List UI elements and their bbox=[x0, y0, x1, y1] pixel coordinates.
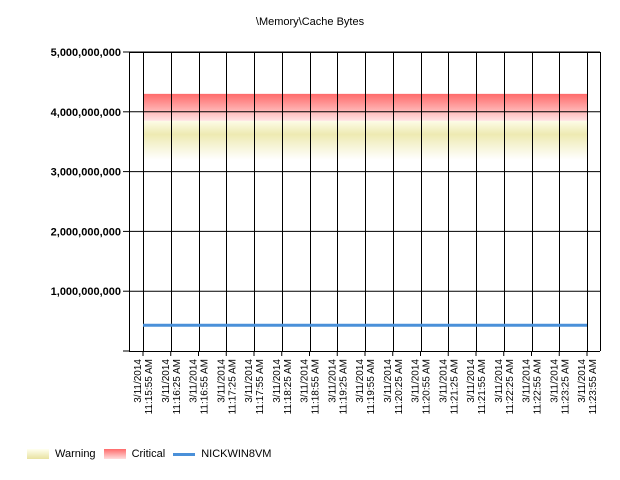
x-tick-label: 3/11/2014 11:23:55 AM bbox=[577, 359, 599, 415]
x-tick-label: 3/11/2014 11:15:55 AM bbox=[133, 359, 155, 415]
x-tick-label: 3/11/2014 11:17:55 AM bbox=[244, 359, 266, 415]
x-tick-label-time: 11:21:25 AM bbox=[449, 359, 460, 414]
x-tick-label-date: 3/11/2014 bbox=[161, 359, 172, 403]
y-tick-label: 4,000,000,000 bbox=[51, 107, 121, 119]
x-tick-label-date: 3/11/2014 bbox=[355, 359, 366, 403]
x-tick-label: 3/11/2014 11:16:25 AM bbox=[161, 359, 183, 415]
y-tick-label: 5,000,000,000 bbox=[51, 47, 121, 59]
x-tick-label-date: 3/11/2014 bbox=[272, 359, 283, 403]
legend-label: NICKWIN8VM bbox=[201, 448, 272, 460]
grid-lines bbox=[129, 51, 601, 351]
x-tick-label-time: 11:16:55 AM bbox=[200, 359, 211, 414]
x-tick-label-time: 11:20:25 AM bbox=[394, 359, 405, 414]
x-tick-label-date: 3/11/2014 bbox=[494, 359, 505, 403]
legend-item-critical: Critical bbox=[103, 448, 166, 460]
x-axis: 3/11/2014 11:15:55 AM 3/11/2014 11:16:25 AM… bbox=[129, 351, 600, 414]
x-tick-label-time: 11:22:55 AM bbox=[533, 359, 544, 414]
x-tick-label-time: 11:17:55 AM bbox=[255, 359, 266, 414]
x-tick-label: 3/11/2014 11:19:25 AM bbox=[327, 359, 349, 415]
x-tick-label-date: 3/11/2014 bbox=[466, 359, 477, 403]
x-tick-label-date: 3/11/2014 bbox=[438, 359, 449, 403]
x-tick-label: 3/11/2014 11:23:25 AM bbox=[549, 359, 571, 415]
x-tick-label: 3/11/2014 11:21:55 AM bbox=[466, 359, 488, 415]
y-tick-label: 2,000,000,000 bbox=[51, 226, 121, 238]
x-tick-label-date: 3/11/2014 bbox=[300, 359, 311, 403]
x-tick-label-time: 11:22:25 AM bbox=[505, 359, 516, 414]
x-tick-label-time: 11:17:25 AM bbox=[227, 359, 238, 414]
x-tick-label-time: 11:23:25 AM bbox=[560, 359, 571, 414]
legend-label: Critical bbox=[131, 448, 166, 460]
x-tick-label: 3/11/2014 11:18:25 AM bbox=[272, 359, 294, 415]
x-tick-label: 3/11/2014 11:17:25 AM bbox=[216, 359, 238, 415]
x-tick-label-date: 3/11/2014 bbox=[216, 359, 227, 403]
legend-item-warning: Warning bbox=[27, 448, 96, 460]
x-tick-label-time: 11:16:25 AM bbox=[172, 359, 183, 414]
legend-item-nickwin8vm: NICKWIN8VM bbox=[173, 448, 271, 460]
x-tick-label-date: 3/11/2014 bbox=[383, 359, 394, 403]
x-tick-label-time: 11:21:55 AM bbox=[477, 359, 488, 414]
x-tick-label: 3/11/2014 11:22:25 AM bbox=[494, 359, 516, 415]
x-tick-label: 3/11/2014 11:21:25 AM bbox=[438, 359, 460, 415]
x-tick-label-time: 11:19:25 AM bbox=[338, 359, 349, 414]
x-tick-label: 3/11/2014 11:20:25 AM bbox=[383, 359, 405, 415]
legend-label: Warning bbox=[55, 448, 96, 460]
legend-swatch bbox=[173, 452, 196, 456]
chart-title: \Memory\Cache Bytes bbox=[256, 16, 365, 28]
x-tick-label-time: 11:23:55 AM bbox=[588, 359, 599, 414]
x-tick-label-time: 11:15:55 AM bbox=[144, 359, 155, 414]
x-tick-label-time: 11:18:25 AM bbox=[283, 359, 294, 414]
x-tick-label: 3/11/2014 11:20:55 AM bbox=[411, 359, 433, 415]
legend: Warning Critical NICKWIN8VM bbox=[27, 446, 279, 462]
x-tick-label-date: 3/11/2014 bbox=[577, 359, 588, 403]
x-tick-label: 3/11/2014 11:16:55 AM bbox=[189, 359, 211, 415]
legend-swatch bbox=[27, 449, 49, 459]
x-tick-label-time: 11:19:55 AM bbox=[366, 359, 377, 414]
x-tick-label-date: 3/11/2014 bbox=[522, 359, 533, 403]
x-tick-label: 3/11/2014 11:18:55 AM bbox=[300, 359, 322, 415]
x-tick-label: 3/11/2014 11:19:55 AM bbox=[355, 359, 377, 415]
y-tick-label: 1,000,000,000 bbox=[51, 286, 121, 298]
x-tick-label-date: 3/11/2014 bbox=[133, 359, 144, 403]
x-tick-label-time: 11:20:55 AM bbox=[422, 359, 433, 414]
x-tick-label-time: 11:18:55 AM bbox=[311, 359, 322, 414]
x-tick-label: 3/11/2014 11:22:55 AM bbox=[522, 359, 544, 415]
x-tick-label-date: 3/11/2014 bbox=[549, 359, 560, 403]
x-tick-label-date: 3/11/2014 bbox=[411, 359, 422, 403]
y-axis: 1,000,000,000 2,000,000,000 3,000,000,000 4… bbox=[51, 47, 130, 352]
y-tick-label: 3,000,000,000 bbox=[51, 167, 121, 179]
x-tick-label-date: 3/11/2014 bbox=[189, 359, 200, 403]
x-tick-label-date: 3/11/2014 bbox=[244, 359, 255, 403]
x-tick-label-date: 3/11/2014 bbox=[327, 359, 338, 403]
legend-swatch bbox=[103, 449, 126, 459]
